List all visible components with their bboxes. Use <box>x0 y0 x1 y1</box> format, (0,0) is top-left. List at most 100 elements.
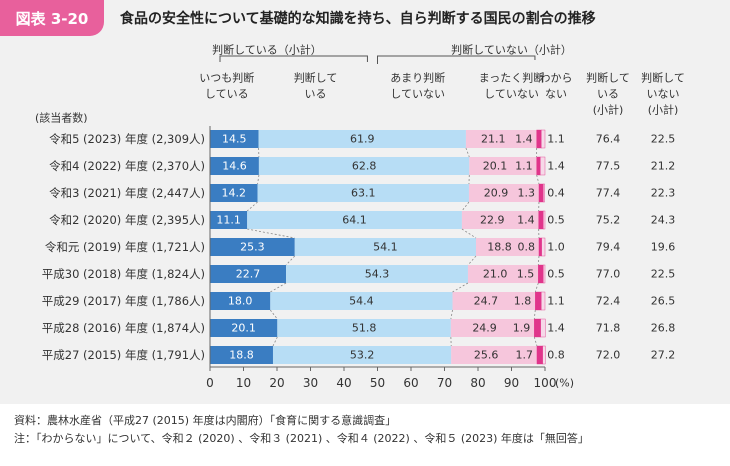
connector-line <box>461 201 470 212</box>
x-tick-label: 40 <box>336 376 351 390</box>
bar-always <box>210 211 248 229</box>
bar-dont-know <box>540 156 546 176</box>
group-bracket-judging <box>219 55 368 62</box>
value-label-always: 20.1 <box>231 322 256 335</box>
bar-dont-know <box>543 183 545 203</box>
connector-line <box>257 174 260 185</box>
value-label-somewhat: 51.8 <box>352 322 377 335</box>
value-label-dont-know: 1.4 <box>547 322 565 335</box>
value-label-somewhat: 54.3 <box>365 268 390 281</box>
category-label: 平成30 (2018) 年度 (1,824人) <box>42 267 205 281</box>
bar-dont-know <box>541 291 546 311</box>
value-label-not-at-all: 1.4 <box>515 133 533 146</box>
bar-somewhat <box>272 346 452 364</box>
value-label-not-at-all: 1.4 <box>517 214 535 227</box>
bar-somewhat <box>258 130 466 148</box>
connector-line <box>467 255 477 266</box>
bar-somewhat <box>270 292 453 310</box>
value-label-not-at-all: 1.7 <box>515 349 533 362</box>
bar-not-really <box>467 265 539 283</box>
bar-dont-know <box>540 318 546 338</box>
value-label-always: 22.7 <box>236 268 261 281</box>
bar-not-at_all <box>536 129 542 149</box>
x-tick-label: 90 <box>504 376 519 390</box>
x-tick-label: 60 <box>403 376 418 390</box>
value-label-not-really: 25.6 <box>474 349 499 362</box>
bar-not-at_all <box>538 183 544 203</box>
value-label-subtotal-not-judging: 22.5 <box>651 133 676 146</box>
value-label-somewhat: 54.1 <box>373 241 398 254</box>
connector-line <box>247 228 295 239</box>
header-somewhat-line-1: 判断して <box>294 71 338 85</box>
connector-line <box>246 201 258 212</box>
bar-not-at_all <box>536 345 543 365</box>
value-label-always: 14.2 <box>222 187 247 200</box>
value-label-subtotal-judging: 76.4 <box>596 133 621 146</box>
value-label-subtotal-not-judging: 26.8 <box>651 322 676 335</box>
connector-line <box>461 228 477 239</box>
value-label-always: 11.1 <box>216 214 241 227</box>
value-label-not-at-all: 0.8 <box>517 241 535 254</box>
value-label-subtotal-judging: 79.4 <box>596 241 621 254</box>
value-label-dont-know: 0.4 <box>547 187 565 200</box>
value-label-somewhat: 62.8 <box>352 160 377 173</box>
header-not-at-all-line-1: まったく判断 <box>479 71 545 85</box>
value-label-subtotal-not-judging: 22.5 <box>651 268 676 281</box>
value-label-always: 14.6 <box>222 160 247 173</box>
value-label-dont-know: 0.5 <box>547 214 565 227</box>
header-somewhat-line-2: いる <box>305 88 327 101</box>
footnotes: 資料：農林水産省（平成27 (2015) 年度は内閣府）「食育に関する意識調査」… <box>14 412 589 448</box>
bar-not-really <box>465 130 537 148</box>
value-label-dont-know: 1.1 <box>547 295 565 308</box>
value-label-always: 18.8 <box>229 349 254 362</box>
bar-always <box>210 157 259 175</box>
category-label: 令和4 (2022) 年度 (2,370人) <box>49 159 205 173</box>
value-label-subtotal-judging: 71.8 <box>596 322 621 335</box>
value-label-not-at-all: 1.1 <box>515 160 533 173</box>
value-label-not-really: 24.7 <box>474 295 499 308</box>
value-label-somewhat: 54.4 <box>349 295 374 308</box>
value-label-dont-know: 1.0 <box>547 241 565 254</box>
header-dont-know-line-2: ない <box>545 88 567 101</box>
bar-dont-know <box>543 210 546 230</box>
connector-line <box>534 282 539 293</box>
connector-line <box>537 255 540 266</box>
category-label: 令和2 (2020) 年度 (2,395人) <box>49 213 205 227</box>
connector-line <box>465 147 470 158</box>
source-note: 資料：農林水産省（平成27 (2015) 年度は内閣府）「食育に関する意識調査」 <box>14 414 397 427</box>
value-label-subtotal-not-judging: 24.3 <box>651 214 676 227</box>
value-label-always: 25.3 <box>240 241 265 254</box>
value-label-dont-know: 0.8 <box>547 349 565 362</box>
x-tick-label: 20 <box>269 376 284 390</box>
bar-not-at_all <box>538 210 544 230</box>
value-label-always: 18.0 <box>228 295 253 308</box>
header-dont-know-line-1: わから <box>540 72 573 85</box>
header-always-line-1: いつも判断 <box>199 71 254 85</box>
bar-dont-know <box>541 129 546 149</box>
value-label-not-at-all: 1.3 <box>517 187 535 200</box>
header-not-at-all-line-2: していない <box>484 88 539 101</box>
bar-not-really <box>469 157 537 175</box>
x-tick-label: 0 <box>206 376 214 390</box>
group-bracket-not-judging <box>377 55 536 64</box>
bar-somewhat <box>286 265 468 283</box>
value-label-subtotal-not-judging: 26.5 <box>651 295 676 308</box>
value-label-somewhat: 63.1 <box>351 187 376 200</box>
value-label-subtotal-judging: 77.5 <box>596 160 621 173</box>
bar-not-at_all <box>536 156 541 176</box>
bar-dont-know <box>541 237 546 257</box>
chart-title: 食品の安全性について基礎的な知識を持ち、自ら判断する国民の割合の推移 <box>120 11 596 27</box>
value-label-not-really: 22.9 <box>480 214 505 227</box>
x-tick-label: 70 <box>437 376 452 390</box>
category-label: 平成27 (2015) 年度 (1,791人) <box>42 348 205 362</box>
bar-always <box>210 130 259 148</box>
bar-not-at_all <box>534 318 541 338</box>
value-label-not-really: 20.9 <box>484 187 509 200</box>
bar-not-really <box>450 319 535 337</box>
group-header-not-judging: 判断していない（小計） <box>451 43 572 57</box>
value-label-somewhat: 61.9 <box>350 133 375 146</box>
value-label-dont-know: 1.4 <box>547 160 565 173</box>
value-label-subtotal-not-judging: 22.3 <box>651 187 676 200</box>
value-label-subtotal-not-judging: 27.2 <box>651 349 676 362</box>
